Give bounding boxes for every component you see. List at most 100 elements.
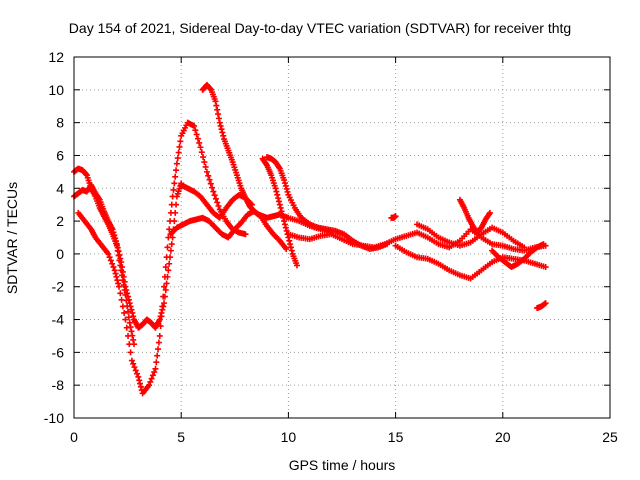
data-point — [119, 303, 126, 310]
data-point — [161, 283, 168, 290]
data-point — [279, 211, 286, 218]
chart-title: Day 154 of 2021, Sidereal Day-to-day VTE… — [69, 20, 571, 36]
data-point — [152, 365, 159, 372]
y-axis-label: SDTVAR / TECUs — [4, 182, 20, 294]
data-point — [162, 264, 169, 271]
data-point — [137, 380, 144, 387]
series-arc-10 — [392, 242, 549, 282]
data-point — [392, 213, 399, 220]
data-point — [170, 186, 177, 193]
data-point — [155, 339, 162, 346]
data-point — [130, 336, 137, 343]
data-point — [113, 238, 120, 245]
data-point — [168, 241, 175, 248]
data-point — [114, 277, 121, 284]
data-point — [83, 171, 90, 178]
data-point — [167, 209, 174, 216]
data-point — [278, 208, 285, 215]
series-arc-15 — [388, 213, 399, 221]
data-point — [106, 254, 113, 261]
x-tick-label: 15 — [388, 429, 404, 445]
data-point — [177, 138, 184, 145]
data-point — [283, 185, 290, 192]
series-arc-8 — [259, 155, 300, 269]
data-point — [167, 218, 174, 225]
data-point — [117, 290, 124, 297]
data-point — [213, 102, 220, 109]
data-point — [212, 98, 219, 105]
data-point — [171, 180, 178, 187]
data-point — [112, 270, 119, 277]
data-point — [210, 188, 217, 195]
data-point — [540, 241, 547, 248]
data-point — [156, 316, 163, 323]
data-point — [277, 204, 284, 211]
data-point — [209, 184, 216, 191]
data-point — [281, 180, 288, 187]
data-point — [281, 221, 288, 228]
data-point — [127, 303, 134, 310]
data-point — [121, 309, 128, 316]
data-point — [196, 139, 203, 146]
data-point — [218, 126, 225, 133]
series-arc-12 — [456, 196, 493, 236]
data-point — [153, 359, 160, 366]
data-point — [200, 154, 207, 161]
y-tick-label: -8 — [52, 377, 65, 393]
data-point — [112, 235, 119, 242]
data-points — [71, 81, 549, 397]
series-arc-14 — [534, 300, 549, 312]
data-point — [276, 201, 283, 208]
data-point — [207, 85, 214, 92]
data-point — [197, 144, 204, 151]
data-point — [121, 278, 128, 285]
data-point — [275, 198, 282, 205]
grid-lines — [74, 57, 610, 418]
data-point — [202, 163, 209, 170]
data-point — [283, 245, 290, 252]
data-point — [135, 373, 142, 380]
data-point — [128, 306, 135, 313]
data-point — [123, 324, 130, 331]
data-point — [280, 214, 287, 221]
x-tick-label: 25 — [602, 429, 618, 445]
y-tick-label: -6 — [52, 344, 65, 360]
data-point — [136, 377, 143, 384]
data-point — [130, 360, 137, 367]
data-point — [212, 195, 219, 202]
data-point — [122, 283, 129, 290]
data-point — [173, 160, 180, 167]
data-point — [217, 122, 224, 129]
data-point — [126, 319, 133, 326]
data-point — [166, 226, 173, 233]
data-point — [173, 167, 180, 174]
data-point — [111, 232, 118, 239]
data-point — [168, 201, 175, 208]
data-point — [146, 382, 153, 389]
y-tick-label: 8 — [56, 115, 64, 131]
data-point — [115, 248, 122, 255]
data-point — [287, 241, 294, 248]
data-point — [115, 280, 122, 287]
data-point — [194, 135, 201, 142]
y-tick-label: -2 — [52, 279, 65, 295]
data-point — [109, 260, 116, 267]
series-arc-6 — [178, 181, 255, 221]
data-point — [163, 254, 170, 261]
data-point — [215, 115, 222, 122]
data-point — [114, 244, 121, 251]
data-point — [137, 383, 144, 390]
y-tick-label: 10 — [48, 82, 64, 98]
data-point — [158, 313, 165, 320]
data-point — [486, 209, 493, 216]
x-axis-ticks: 0 5 10 15 20 25 — [70, 57, 618, 445]
data-point — [147, 378, 154, 385]
data-point — [201, 159, 208, 166]
data-point — [148, 375, 155, 382]
data-point — [117, 255, 124, 262]
data-point — [205, 172, 212, 179]
data-point — [132, 367, 139, 374]
data-point — [214, 106, 221, 113]
data-point — [111, 267, 118, 274]
